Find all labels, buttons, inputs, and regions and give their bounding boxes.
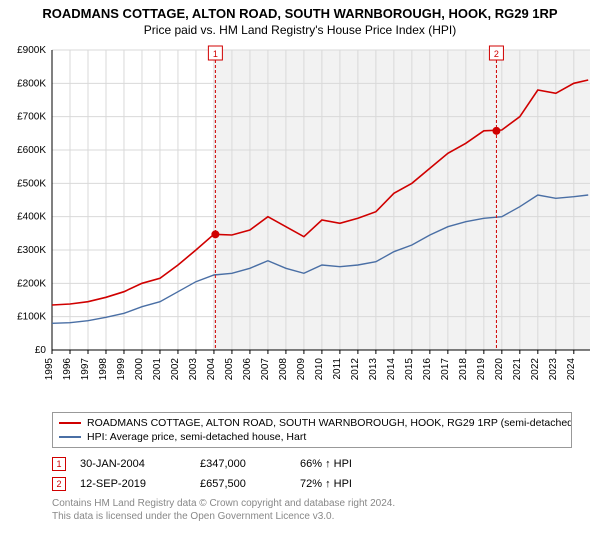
- svg-text:£800K: £800K: [17, 79, 46, 90]
- legend-item-property: ROADMANS COTTAGE, ALTON ROAD, SOUTH WARN…: [59, 416, 565, 430]
- svg-text:2018: 2018: [458, 358, 469, 381]
- marker-price: £347,000: [200, 458, 300, 470]
- svg-text:2022: 2022: [530, 358, 541, 381]
- marker-date: 12-SEP-2019: [80, 478, 200, 490]
- svg-text:2003: 2003: [188, 358, 199, 381]
- marker-badge: 2: [52, 477, 66, 491]
- marker-row: 1 30-JAN-2004 £347,000 66% ↑ HPI: [52, 454, 572, 474]
- svg-text:2002: 2002: [170, 358, 181, 381]
- svg-text:1999: 1999: [116, 358, 127, 381]
- title-sub: Price paid vs. HM Land Registry's House …: [10, 23, 590, 39]
- legend-item-hpi: HPI: Average price, semi-detached house,…: [59, 430, 565, 444]
- title-main: ROADMANS COTTAGE, ALTON ROAD, SOUTH WARN…: [10, 6, 590, 23]
- svg-text:2006: 2006: [242, 358, 253, 381]
- svg-text:£300K: £300K: [17, 245, 46, 256]
- svg-text:2007: 2007: [260, 358, 271, 381]
- title-block: ROADMANS COTTAGE, ALTON ROAD, SOUTH WARN…: [0, 0, 600, 40]
- svg-text:2020: 2020: [494, 358, 505, 381]
- legend: ROADMANS COTTAGE, ALTON ROAD, SOUTH WARN…: [52, 412, 572, 448]
- svg-text:1995: 1995: [44, 358, 55, 381]
- svg-text:2023: 2023: [548, 358, 559, 381]
- marker-row: 2 12-SEP-2019 £657,500 72% ↑ HPI: [52, 474, 572, 494]
- marker-date: 30-JAN-2004: [80, 458, 200, 470]
- sale-markers-table: 1 30-JAN-2004 £347,000 66% ↑ HPI 2 12-SE…: [52, 454, 572, 494]
- svg-text:2016: 2016: [422, 358, 433, 381]
- svg-text:1998: 1998: [98, 358, 109, 381]
- svg-text:2015: 2015: [404, 358, 415, 381]
- svg-text:2008: 2008: [278, 358, 289, 381]
- footer: Contains HM Land Registry data © Crown c…: [52, 498, 572, 523]
- svg-text:2017: 2017: [440, 358, 451, 381]
- legend-swatch-hpi: [59, 436, 81, 438]
- svg-text:1997: 1997: [80, 358, 91, 381]
- svg-text:2013: 2013: [368, 358, 379, 381]
- chart-area: £0 £100K £200K £300K £400K £500K £600K £700K £80…: [0, 40, 600, 410]
- svg-text:2010: 2010: [314, 358, 325, 381]
- svg-text:2014: 2014: [386, 358, 397, 381]
- svg-text:£200K: £200K: [17, 279, 46, 290]
- footer-line: This data is licensed under the Open Gov…: [52, 511, 572, 524]
- svg-text:£500K: £500K: [17, 179, 46, 190]
- svg-text:2000: 2000: [134, 358, 145, 381]
- svg-text:2004: 2004: [206, 358, 217, 381]
- legend-swatch-property: [59, 422, 81, 424]
- svg-text:1996: 1996: [62, 358, 73, 381]
- svg-text:2021: 2021: [512, 358, 523, 381]
- line-chart-svg: £0 £100K £200K £300K £400K £500K £600K £700K £80…: [0, 40, 600, 410]
- svg-text:2001: 2001: [152, 358, 163, 381]
- marker-price: £657,500: [200, 478, 300, 490]
- svg-text:2019: 2019: [476, 358, 487, 381]
- svg-text:2011: 2011: [332, 358, 343, 380]
- svg-text:£0: £0: [35, 345, 47, 356]
- svg-text:2009: 2009: [296, 358, 307, 381]
- legend-label: ROADMANS COTTAGE, ALTON ROAD, SOUTH WARN…: [87, 417, 572, 429]
- svg-text:2005: 2005: [224, 358, 235, 381]
- svg-text:2: 2: [494, 49, 499, 59]
- svg-text:£400K: £400K: [17, 212, 46, 223]
- legend-label: HPI: Average price, semi-detached house,…: [87, 431, 306, 443]
- svg-text:1: 1: [213, 49, 218, 59]
- svg-text:2012: 2012: [350, 358, 361, 381]
- marker-badge: 1: [52, 457, 66, 471]
- svg-text:£900K: £900K: [17, 45, 46, 56]
- footer-line: Contains HM Land Registry data © Crown c…: [52, 498, 572, 511]
- svg-text:£700K: £700K: [17, 112, 46, 123]
- svg-text:£100K: £100K: [17, 312, 46, 323]
- marker-pct: 72% ↑ HPI: [300, 478, 420, 490]
- svg-text:2024: 2024: [566, 358, 577, 381]
- svg-text:£600K: £600K: [17, 145, 46, 156]
- marker-pct: 66% ↑ HPI: [300, 458, 420, 470]
- chart-container: ROADMANS COTTAGE, ALTON ROAD, SOUTH WARN…: [0, 0, 600, 560]
